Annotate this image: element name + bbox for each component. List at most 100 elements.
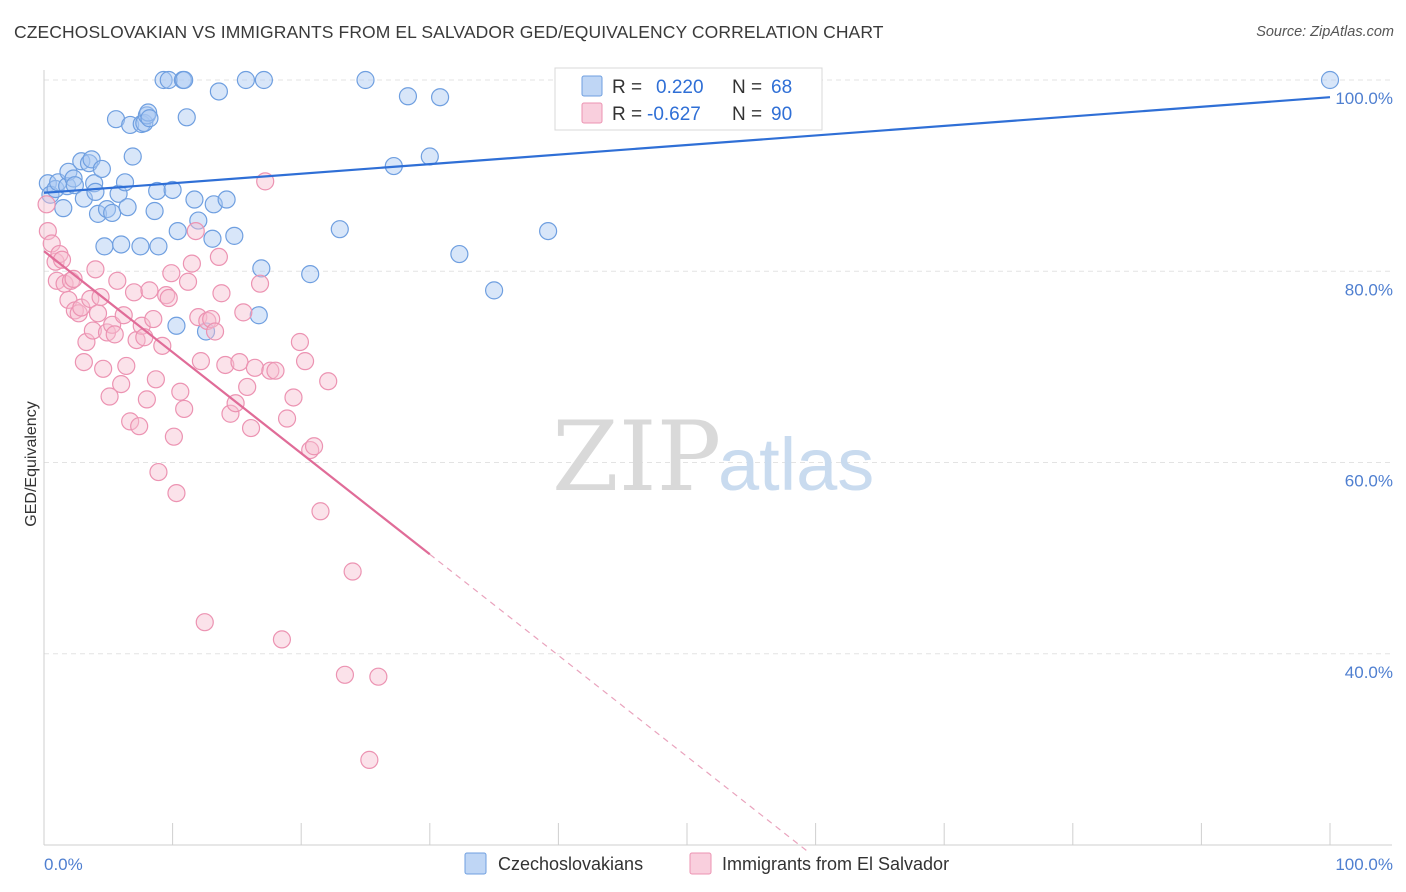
data-point xyxy=(146,370,165,389)
bottom-legend-swatch-czechoslovakians xyxy=(464,852,487,875)
data-point xyxy=(249,306,268,325)
data-point xyxy=(123,147,142,166)
data-point xyxy=(430,88,450,107)
data-point xyxy=(209,247,228,267)
data-point xyxy=(221,404,240,423)
y-tick-label: 40.0% xyxy=(1345,663,1393,682)
data-point xyxy=(450,244,469,264)
data-point xyxy=(241,418,261,438)
legend-r-label: R = xyxy=(612,77,642,98)
bottom-legend-label-czechoslovakians: Czechoslovakians xyxy=(498,854,643,874)
x-tick-label: 0.0% xyxy=(44,855,83,874)
data-point xyxy=(261,361,280,380)
watermark-zip: ZIP xyxy=(552,401,721,513)
chart-title: CZECHOSLOVAKIAN VS IMMIGRANTS FROM EL SA… xyxy=(14,22,884,42)
data-point xyxy=(236,70,256,90)
trend-line-extension xyxy=(429,553,810,854)
data-point xyxy=(330,220,349,239)
data-point xyxy=(319,372,338,391)
trend-lines xyxy=(43,96,1331,854)
legend-n-label: N = xyxy=(732,77,762,98)
data-point xyxy=(252,259,271,278)
data-point xyxy=(139,103,158,122)
data-point xyxy=(212,284,231,303)
data-point xyxy=(189,211,208,230)
data-point xyxy=(216,355,235,375)
data-point xyxy=(130,417,149,436)
data-point xyxy=(157,286,176,305)
data-point xyxy=(154,70,173,90)
data-point xyxy=(182,254,201,273)
data-point xyxy=(1320,70,1340,90)
legend-n-label: N = xyxy=(732,104,762,125)
data-point xyxy=(335,665,355,684)
y-tick-labels: 40.0% 60.0% 80.0% 100.0% xyxy=(1335,89,1393,682)
legend-n-value: 68 xyxy=(771,77,792,98)
data-point xyxy=(225,226,244,245)
data-point xyxy=(266,361,285,380)
data-point xyxy=(64,269,83,288)
data-point xyxy=(343,562,362,581)
legend-swatch-el-salvador xyxy=(581,102,603,124)
data-point xyxy=(140,281,159,300)
bottom-legend-swatch-el-salvador xyxy=(689,852,712,875)
data-point xyxy=(250,274,270,293)
data-point xyxy=(88,204,108,223)
legend-swatch-czechoslovakians xyxy=(581,75,603,97)
data-point xyxy=(95,237,114,256)
data-point xyxy=(301,265,320,284)
data-point xyxy=(145,201,164,221)
data-point xyxy=(186,221,205,241)
data-point xyxy=(290,332,310,352)
data-point xyxy=(175,399,194,419)
data-point xyxy=(103,203,122,223)
data-point xyxy=(112,374,131,394)
trend-line xyxy=(43,96,1331,194)
legend-bottom: Czechoslovakians Immigrants from El Salv… xyxy=(464,852,949,875)
data-point xyxy=(109,184,128,203)
data-point xyxy=(185,190,204,209)
data-point xyxy=(168,221,187,241)
data-point xyxy=(112,235,131,254)
y-tick-label: 80.0% xyxy=(1345,280,1393,299)
trend-line xyxy=(43,250,431,556)
data-point xyxy=(205,322,225,341)
data-point xyxy=(92,159,111,179)
data-point xyxy=(131,237,150,256)
data-point xyxy=(100,387,119,406)
data-point xyxy=(149,462,168,482)
data-point xyxy=(140,109,159,128)
legend-r-value: 0.220 xyxy=(656,77,704,98)
data-point xyxy=(272,630,292,649)
data-point xyxy=(163,180,182,200)
data-point xyxy=(74,352,93,372)
legend-r-label: R = xyxy=(612,104,642,125)
data-point xyxy=(369,667,388,686)
data-point xyxy=(105,325,124,344)
series-el-salvador-points xyxy=(37,172,388,769)
data-point xyxy=(295,352,315,371)
data-point xyxy=(167,316,186,335)
data-point xyxy=(420,147,439,166)
data-point xyxy=(159,70,178,90)
data-point xyxy=(230,352,249,372)
data-point xyxy=(88,304,108,323)
data-point xyxy=(356,70,375,90)
bottom-legend-label-el-salvador: Immigrants from El Salvador xyxy=(722,854,949,874)
data-point xyxy=(124,283,144,302)
data-point xyxy=(175,70,194,90)
data-point xyxy=(148,181,167,201)
data-point xyxy=(162,264,181,283)
data-point xyxy=(254,70,274,90)
data-point xyxy=(94,359,113,378)
data-point xyxy=(360,750,379,769)
data-point xyxy=(159,288,178,308)
data-point xyxy=(177,108,196,127)
data-point xyxy=(304,437,324,456)
axes xyxy=(43,70,1392,846)
data-point xyxy=(54,199,73,218)
data-point xyxy=(485,281,504,300)
data-point xyxy=(191,352,210,371)
data-point xyxy=(86,182,105,201)
